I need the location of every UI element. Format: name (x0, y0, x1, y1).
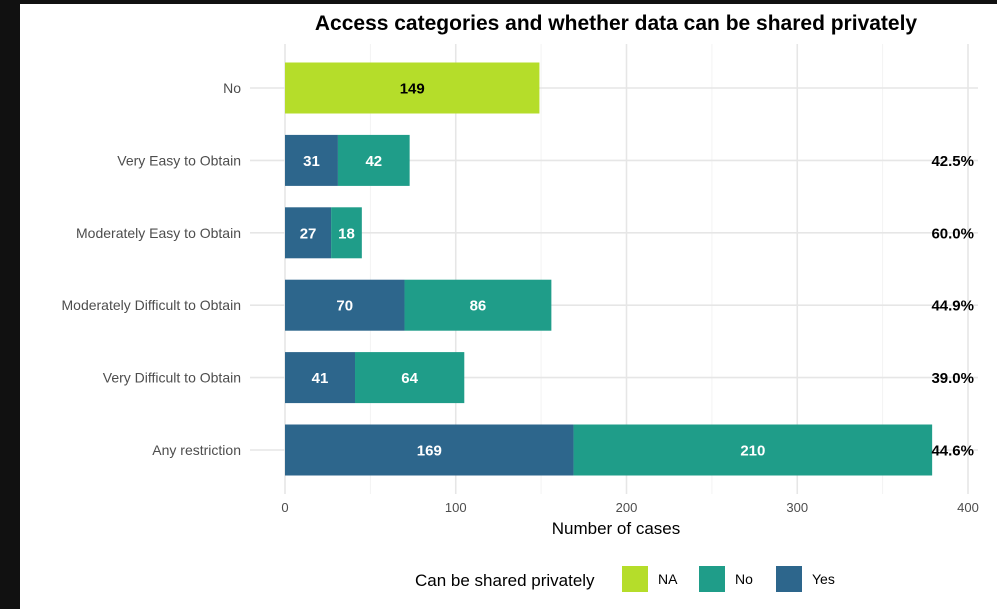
bar-value-label: 70 (336, 298, 353, 315)
category-label: Moderately Difficult to Obtain (62, 297, 242, 313)
legend: Can be shared privately NA No Yes (415, 566, 835, 592)
legend-label: Yes (812, 571, 835, 587)
x-axis-ticks: 0 100 200 300 400 (281, 500, 978, 515)
legend-swatch (622, 566, 648, 592)
x-tick-label: 300 (786, 500, 808, 515)
bar-value-label: 18 (338, 225, 355, 242)
bar-chart: Access categories and whether data can b… (62, 12, 979, 592)
bar-segment-na (285, 62, 540, 114)
bar-value-label: 149 (400, 81, 425, 98)
bar-segment-no (404, 279, 552, 331)
legend-swatch (776, 566, 802, 592)
bar-segment-yes (285, 134, 338, 186)
legend-label: No (735, 571, 753, 587)
chart-title: Access categories and whether data can b… (315, 12, 918, 35)
bars (285, 62, 933, 476)
bar-segment-yes (285, 207, 332, 259)
x-axis-label: Number of cases (552, 519, 681, 538)
percentage-label: 60.0% (931, 225, 974, 242)
category-labels: No Very Easy to Obtain Moderately Easy to … (62, 80, 242, 458)
bar-value-label: 64 (401, 370, 418, 387)
percentage-annotations: 42.5% 60.0% 44.9% 39.0% 44.6% (931, 153, 974, 460)
bar-segment-yes (285, 352, 356, 404)
category-label: Any restriction (152, 442, 241, 458)
legend-swatch (699, 566, 725, 592)
bar-value-label: 31 (303, 153, 320, 170)
chart-panel: Access categories and whether data can b… (20, 4, 997, 609)
bar-value-label: 27 (300, 225, 317, 242)
bar-segment-no (573, 424, 933, 476)
percentage-label: 44.9% (931, 298, 974, 315)
bar-value-label: 42 (365, 153, 382, 170)
percentage-label: 39.0% (931, 370, 974, 387)
x-tick-label: 100 (445, 500, 467, 515)
bar-segment-no (355, 352, 465, 404)
bar-segment-yes (285, 279, 405, 331)
percentage-label: 42.5% (931, 153, 974, 170)
bar-segment-yes (285, 424, 574, 476)
category-label: No (223, 80, 241, 96)
percentage-label: 44.6% (931, 443, 974, 460)
category-label: Very Difficult to Obtain (103, 370, 241, 386)
x-tick-label: 400 (957, 500, 979, 515)
segment-labels: 149 31 42 27 18 70 86 41 64 169 210 (300, 81, 766, 460)
x-tick-label: 0 (281, 500, 288, 515)
x-tick-label: 200 (616, 500, 638, 515)
bar-value-label: 86 (470, 298, 487, 315)
bar-value-label: 41 (312, 370, 329, 387)
bar-segment-no (337, 134, 410, 186)
category-label: Moderately Easy to Obtain (76, 225, 241, 241)
bar-value-label: 210 (740, 443, 765, 460)
bar-segment-no (331, 207, 362, 259)
bar-value-label: 169 (417, 443, 442, 460)
category-label: Very Easy to Obtain (117, 152, 241, 168)
legend-title: Can be shared privately (415, 571, 595, 590)
legend-label: NA (658, 571, 678, 587)
legend-entries: NA No Yes (622, 566, 835, 592)
